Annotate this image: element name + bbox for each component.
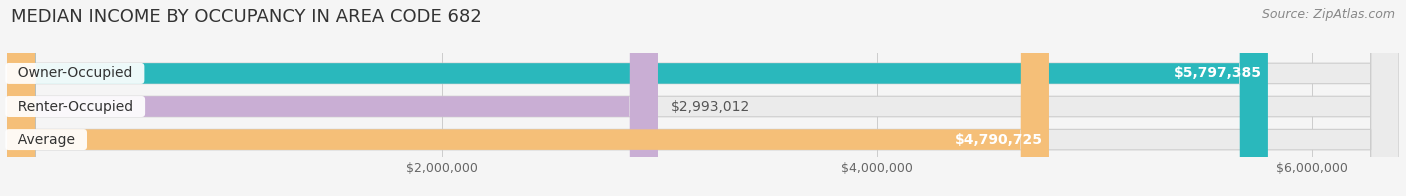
Text: Average: Average (8, 133, 83, 147)
Text: $5,797,385: $5,797,385 (1174, 66, 1261, 80)
FancyBboxPatch shape (7, 0, 1399, 196)
Text: MEDIAN INCOME BY OCCUPANCY IN AREA CODE 682: MEDIAN INCOME BY OCCUPANCY IN AREA CODE … (11, 8, 482, 26)
FancyBboxPatch shape (7, 0, 1049, 196)
Text: $4,790,725: $4,790,725 (955, 133, 1042, 147)
Text: Renter-Occupied: Renter-Occupied (8, 100, 142, 113)
Text: Source: ZipAtlas.com: Source: ZipAtlas.com (1261, 8, 1395, 21)
FancyBboxPatch shape (7, 0, 1399, 196)
Text: Owner-Occupied: Owner-Occupied (8, 66, 141, 80)
FancyBboxPatch shape (7, 0, 1399, 196)
FancyBboxPatch shape (7, 0, 1268, 196)
Text: $2,993,012: $2,993,012 (671, 100, 751, 113)
FancyBboxPatch shape (7, 0, 658, 196)
